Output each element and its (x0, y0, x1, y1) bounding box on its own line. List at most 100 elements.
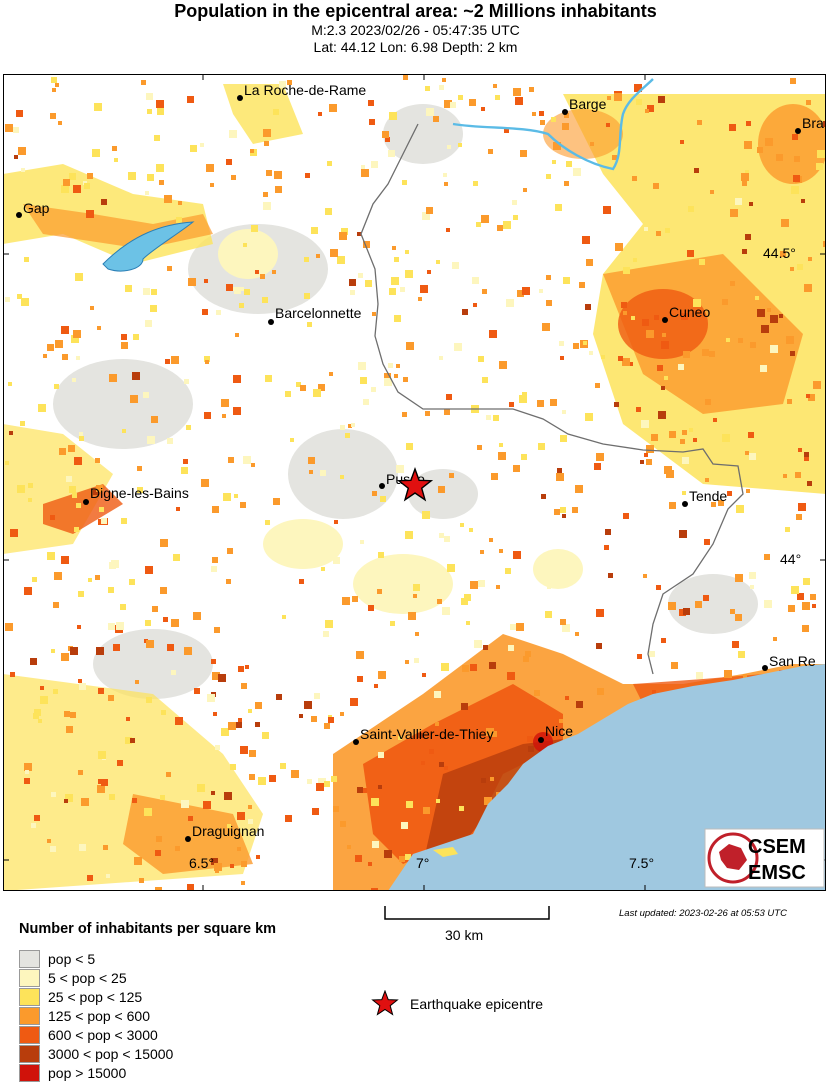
density-cell (62, 354, 68, 360)
legend-swatch (19, 1044, 40, 1063)
density-cell (560, 619, 566, 625)
density-cell (211, 566, 217, 572)
city-dot (185, 836, 191, 842)
density-cell (339, 232, 347, 240)
density-cell (10, 529, 18, 537)
density-cell (489, 538, 493, 542)
density-cell (749, 572, 756, 579)
city-nice: Nice (545, 723, 573, 739)
density-cell (141, 80, 146, 85)
legend-label: 5 < pop < 25 (48, 969, 127, 986)
density-cell (94, 103, 102, 111)
population-map[interactable]: La Roche-de-Rame Barge Bra Gap Barcelonn… (3, 74, 826, 891)
density-cell (340, 475, 344, 479)
density-cell (318, 384, 325, 391)
density-cell (522, 287, 530, 295)
density-cell (98, 688, 104, 694)
density-cell (434, 691, 441, 698)
density-cell (24, 763, 32, 771)
density-cell (623, 513, 629, 519)
density-cell (382, 131, 389, 138)
density-cell (787, 399, 792, 404)
density-cell (512, 200, 517, 205)
density-cell (237, 812, 245, 820)
density-cell (402, 412, 407, 417)
density-cell (372, 491, 377, 496)
density-cell (282, 615, 286, 619)
density-cell (233, 375, 241, 383)
density-cell (746, 121, 751, 126)
density-cell (227, 548, 233, 554)
lon-label-7-5: 7.5° (629, 855, 654, 871)
density-cell (680, 140, 684, 144)
density-cell (70, 647, 78, 655)
density-cell (155, 850, 161, 856)
density-cell (546, 300, 552, 306)
density-cell (262, 297, 268, 303)
density-cell (372, 312, 376, 316)
density-cell (634, 84, 642, 92)
density-cell (167, 266, 172, 271)
density-cell (797, 593, 804, 600)
density-cell (356, 651, 364, 659)
density-cell (436, 260, 440, 264)
density-cell (682, 457, 689, 464)
density-cell (816, 163, 823, 170)
density-cell (745, 234, 751, 240)
density-cell (537, 400, 544, 407)
density-cell (791, 186, 799, 194)
density-cell (274, 171, 282, 179)
density-cell (420, 285, 428, 293)
density-cell (98, 751, 106, 759)
density-cell (489, 330, 497, 338)
density-cell (406, 342, 414, 350)
lake (102, 221, 195, 272)
density-cell (368, 605, 374, 611)
density-cell (243, 456, 251, 464)
density-cell (693, 438, 697, 442)
density-cell (447, 564, 455, 572)
city-dot (662, 317, 668, 323)
density-cell (388, 363, 393, 368)
density-cell (248, 709, 252, 713)
legend-label: 125 < pop < 600 (48, 1007, 150, 1024)
density-cell (542, 323, 550, 331)
density-cell (13, 127, 19, 133)
density-cell (25, 770, 29, 774)
density-cell (318, 778, 326, 786)
density-cell (513, 551, 521, 559)
density-cell (486, 415, 491, 420)
density-cell (796, 514, 802, 520)
density-cell (188, 816, 193, 821)
density-cell (792, 134, 798, 140)
density-cell (157, 108, 164, 115)
density-cell (318, 112, 322, 116)
density-cell (490, 777, 494, 781)
density-cell (10, 672, 15, 677)
density-cell (250, 149, 254, 153)
density-cell (34, 709, 41, 716)
density-cell (146, 640, 154, 648)
map-title: Population in the epicentral area: ~2 Mi… (174, 1, 657, 21)
density-cell (212, 557, 218, 563)
density-cell (269, 775, 276, 782)
density-cell (519, 395, 527, 403)
density-cell (682, 491, 686, 495)
density-cell (146, 93, 153, 100)
density-cell (522, 392, 527, 397)
river (452, 78, 654, 171)
epicentre-star-icon (396, 466, 434, 502)
density-cell (103, 845, 108, 850)
density-cell (661, 386, 665, 390)
density-cell (481, 215, 489, 223)
density-cell (92, 149, 100, 157)
density-cell (601, 355, 605, 359)
density-cell (101, 518, 107, 524)
density-cell (112, 146, 117, 151)
density-cell (226, 579, 231, 584)
legend-item: 5 < pop < 25 (19, 968, 127, 987)
density-cell (93, 490, 98, 495)
density-cell (329, 372, 333, 376)
density-cell (794, 156, 800, 162)
legend-label: 25 < pop < 125 (48, 988, 143, 1005)
